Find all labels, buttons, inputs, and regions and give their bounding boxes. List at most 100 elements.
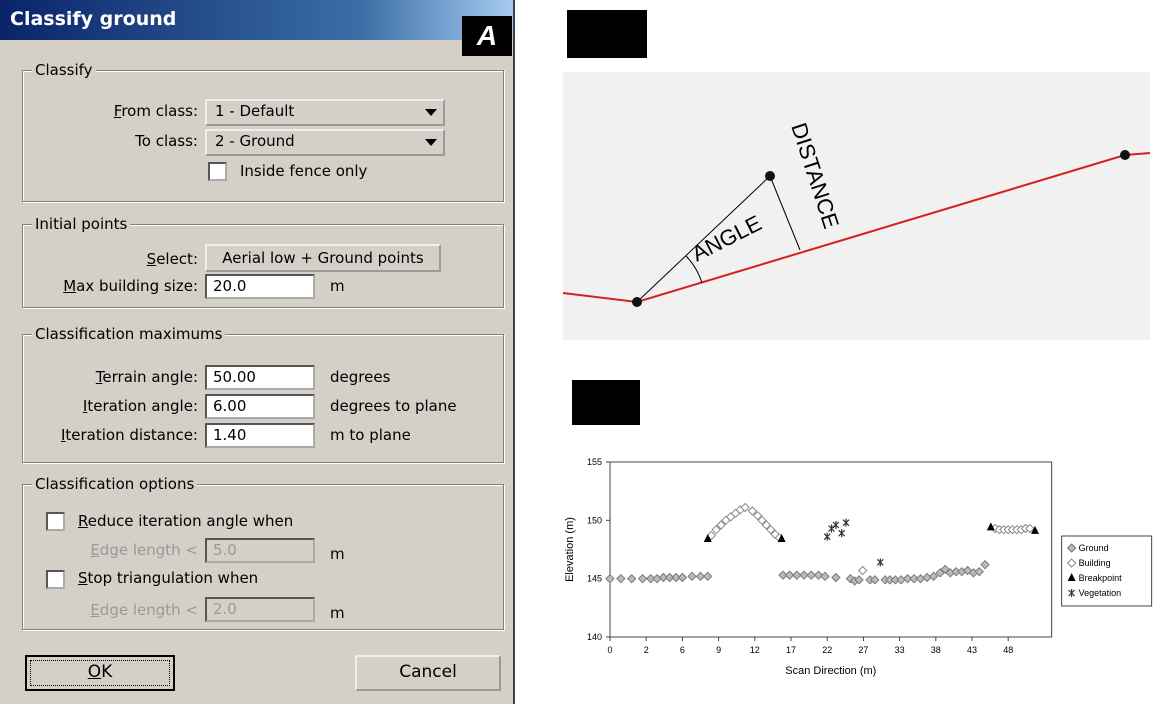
text-input[interactable]: 6.00	[205, 394, 315, 419]
data-point	[981, 561, 989, 569]
data-point	[871, 576, 879, 584]
field-label: Iteration distance:	[61, 426, 198, 444]
label-text: Stop triangulation when	[78, 569, 258, 587]
data-point	[617, 575, 625, 583]
field-label: Select:	[147, 250, 198, 268]
page: Classify ground A Classify From class: 1…	[0, 0, 1163, 704]
unit-label: degrees to plane	[330, 397, 457, 415]
label-text: Iteration distance:	[61, 426, 198, 444]
x-axis-title: Scan Direction (m)	[785, 665, 876, 677]
text-input[interactable]: 50.00	[205, 365, 315, 390]
label-text: Max building size:	[63, 277, 198, 295]
data-point	[843, 519, 849, 527]
data-point	[877, 558, 883, 566]
label-text: From class:	[114, 102, 198, 120]
y-tick-label: 155	[587, 457, 602, 467]
data-point	[859, 567, 867, 575]
x-tick-label: 43	[967, 645, 977, 655]
from-class-combo[interactable]: 1 - Default	[205, 99, 445, 126]
data-point	[704, 572, 712, 580]
text-input[interactable]: 1.40	[205, 423, 315, 448]
data-point	[923, 574, 931, 582]
title-bar: Classify ground	[0, 0, 513, 40]
unit-label: degrees	[330, 368, 390, 386]
group-legend: Classification maximums	[32, 325, 225, 343]
field-label: Edge length <	[90, 601, 198, 619]
to-class-combo[interactable]: 2 - Ground	[205, 129, 445, 156]
label-text: Edge length <	[90, 541, 198, 559]
field-label: From class:	[114, 102, 198, 120]
data-point	[628, 575, 636, 583]
y-axis-title: Elevation (m)	[564, 517, 576, 582]
cancel-button[interactable]: Cancel	[355, 655, 501, 691]
redacted-label	[572, 380, 640, 425]
legend-label: Building	[1079, 558, 1111, 568]
data-point	[688, 572, 696, 580]
field-label: To class:	[135, 132, 198, 150]
unit-label: m	[330, 545, 345, 563]
dialog: Classify ground A Classify From class: 1…	[0, 0, 515, 704]
x-tick-label: 17	[786, 645, 796, 655]
label-text: Reduce iteration angle when	[78, 512, 293, 530]
data-point	[824, 533, 830, 541]
button-text: OK	[88, 657, 113, 687]
group-legend: Classification options	[32, 475, 197, 493]
y-tick-label: 150	[587, 515, 602, 525]
checkbox[interactable]	[46, 570, 65, 589]
unit-label: m to plane	[330, 426, 411, 444]
x-tick-label: 22	[822, 645, 832, 655]
group-legend: Initial points	[32, 215, 130, 233]
x-tick-label: 9	[716, 645, 721, 655]
unit-label: m	[330, 604, 345, 622]
panel-badge: A	[462, 16, 512, 56]
point	[632, 297, 642, 307]
group-legend: Classify	[32, 61, 96, 79]
x-tick-label: 2	[644, 645, 649, 655]
point	[1120, 150, 1130, 160]
checkbox[interactable]	[46, 512, 65, 531]
x-tick-label: 38	[931, 645, 941, 655]
data-point	[829, 525, 835, 533]
plot-frame	[610, 462, 1052, 637]
field-label: Edge length <	[90, 541, 198, 559]
text-input: 5.0	[205, 538, 315, 563]
x-tick-label: 27	[858, 645, 868, 655]
legend-label: Vegetation	[1079, 588, 1122, 598]
legend-label: Breakpoint	[1079, 573, 1123, 583]
diagram-background	[563, 72, 1150, 340]
ok-button[interactable]: OK	[25, 655, 175, 691]
data-point	[606, 575, 614, 583]
data-point	[833, 521, 839, 529]
checkbox-label: Reduce iteration angle when	[78, 512, 293, 530]
label-text: Terrain angle:	[96, 368, 198, 386]
unit-label: m	[330, 277, 345, 295]
checkbox-label: Inside fence only	[240, 162, 367, 180]
checkbox[interactable]	[208, 162, 227, 181]
y-tick-label: 145	[587, 574, 602, 584]
x-tick-label: 6	[680, 645, 685, 655]
legend-label: Ground	[1079, 543, 1109, 553]
text-input[interactable]: 20.0	[205, 274, 315, 299]
x-tick-label: 48	[1003, 645, 1013, 655]
data-point	[639, 575, 647, 583]
label-text: Select:	[147, 250, 198, 268]
x-tick-label: 33	[895, 645, 905, 655]
field-label: Terrain angle:	[96, 368, 198, 386]
dialog-title: Classify ground	[10, 8, 176, 30]
text-input: 2.0	[205, 597, 315, 622]
data-point	[832, 574, 840, 582]
data-point	[917, 575, 925, 583]
field-label: Iteration angle:	[83, 397, 198, 415]
data-point	[678, 574, 686, 582]
data-point	[897, 576, 905, 584]
data-point	[815, 571, 823, 579]
label-text: Iteration angle:	[83, 397, 198, 415]
label-text: Edge length <	[90, 601, 198, 619]
data-point	[821, 572, 829, 580]
checkbox-label: Stop triangulation when	[78, 569, 258, 587]
select-button[interactable]: Aerial low + Ground points	[205, 244, 441, 272]
field-label: Max building size:	[63, 277, 198, 295]
point	[765, 171, 775, 181]
redacted-label	[567, 10, 647, 58]
